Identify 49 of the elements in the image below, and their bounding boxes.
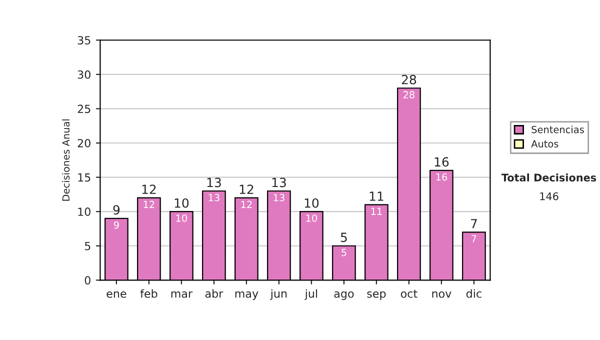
x-tick-label: ago xyxy=(334,291,354,300)
x-tick-label: nov xyxy=(432,291,452,298)
y-tick-label: 10 xyxy=(78,208,90,216)
legend-label: Sentencias xyxy=(532,126,584,134)
text: Total Decisiones xyxy=(501,173,596,182)
total-label: 11 xyxy=(370,192,384,201)
total-label: 16 xyxy=(434,157,449,167)
legend-label: Autos xyxy=(531,140,558,148)
y-tick-label: 15 xyxy=(78,173,90,182)
data-label: 10 xyxy=(306,214,317,222)
data-label: 11 xyxy=(371,208,382,215)
x-tick-label: may xyxy=(235,291,258,300)
data-label: 7 xyxy=(472,235,476,242)
total-label: 5 xyxy=(340,232,347,242)
y-tick-label: 25 xyxy=(78,104,90,114)
data-label: 13 xyxy=(208,194,220,202)
x-tick-label: jun xyxy=(270,289,287,300)
x-tick-label: mar xyxy=(171,291,193,298)
y-tick-label: 35 xyxy=(78,36,90,44)
total-label: 28 xyxy=(402,74,416,84)
total-label: 9 xyxy=(113,205,120,215)
x-tick-label: ene xyxy=(106,291,126,298)
data-label: 28 xyxy=(403,91,414,98)
data-label: 12 xyxy=(241,200,252,208)
total-label: 12 xyxy=(240,184,254,194)
x-tick-label: abr xyxy=(205,289,224,298)
y-tick-label: 30 xyxy=(78,70,90,79)
data-label: 5 xyxy=(342,248,346,256)
data-label: 16 xyxy=(436,173,448,181)
total-label: 12 xyxy=(142,184,156,194)
total-label: 13 xyxy=(207,178,221,188)
data-label: 9 xyxy=(114,221,119,229)
x-tick-label: dic xyxy=(466,289,482,298)
total-label: 10 xyxy=(174,198,189,208)
data-label: 13 xyxy=(274,194,284,202)
y-tick-label: 0 xyxy=(84,276,90,285)
x-tick-label: feb xyxy=(140,289,158,298)
x-tick-label: jul xyxy=(304,289,318,300)
total-label: 7 xyxy=(471,219,477,228)
data-label: 12 xyxy=(144,200,154,208)
data-label: 10 xyxy=(176,214,187,222)
total-label: 13 xyxy=(272,178,286,188)
y-tick-label: 5 xyxy=(84,242,90,250)
x-tick-label: oct xyxy=(400,290,418,298)
y-tick-label: 20 xyxy=(78,138,90,148)
total-label: 10 xyxy=(304,198,319,208)
x-tick-label: sep xyxy=(367,291,386,300)
text: 146 xyxy=(540,192,558,200)
y-axis-title: Decisiones Anual xyxy=(62,119,70,201)
